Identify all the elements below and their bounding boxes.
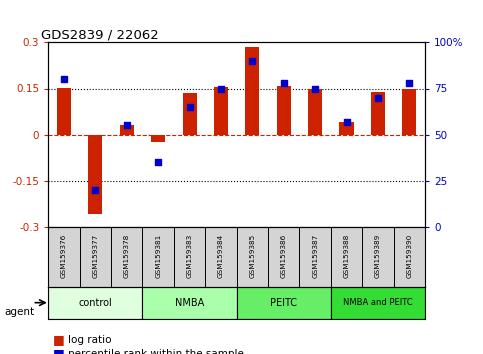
Text: GSM159383: GSM159383 (186, 233, 193, 278)
Text: GSM159390: GSM159390 (406, 233, 412, 278)
Text: GSM159387: GSM159387 (312, 233, 318, 278)
Bar (371, 92, 385, 135)
Bar (340, 122, 354, 135)
Point (312, 86, 319, 91)
Point (92, 187, 99, 193)
Text: GSM159389: GSM159389 (375, 233, 381, 278)
Bar (142, 287, 237, 319)
Text: control: control (79, 298, 112, 308)
Bar (245, 47, 259, 135)
Bar (80, 227, 111, 287)
Point (217, 86, 225, 91)
Text: GSM159381: GSM159381 (155, 233, 161, 278)
Point (60, 76, 68, 82)
Point (406, 80, 413, 86)
Bar (183, 93, 197, 135)
Point (249, 58, 256, 64)
Text: agent: agent (5, 307, 35, 316)
Bar (362, 227, 394, 287)
Text: GSM159384: GSM159384 (218, 233, 224, 278)
Bar (151, 135, 165, 142)
Text: GSM159388: GSM159388 (343, 233, 350, 278)
Point (186, 104, 194, 110)
Text: GSM159378: GSM159378 (124, 233, 130, 278)
Text: ■: ■ (53, 333, 65, 346)
Bar (402, 90, 416, 135)
Bar (299, 227, 331, 287)
Bar (88, 135, 102, 214)
Text: GSM159376: GSM159376 (61, 233, 67, 278)
Bar (237, 227, 268, 287)
Bar (277, 86, 291, 135)
Point (343, 119, 351, 125)
Bar (120, 125, 134, 135)
Bar (111, 227, 142, 287)
Bar (142, 227, 174, 287)
Text: PEITC: PEITC (270, 298, 297, 308)
Text: log ratio: log ratio (68, 335, 111, 345)
Text: GSM159377: GSM159377 (92, 233, 99, 278)
Bar (308, 88, 322, 135)
Text: GSM159386: GSM159386 (281, 233, 287, 278)
Point (280, 80, 288, 86)
Bar (205, 227, 237, 287)
Bar (394, 227, 425, 287)
Bar (237, 287, 331, 319)
Bar (331, 287, 425, 319)
Text: ■: ■ (53, 348, 65, 354)
Bar (174, 227, 205, 287)
Bar (48, 287, 142, 319)
Text: NMBA: NMBA (175, 298, 204, 308)
Text: percentile rank within the sample: percentile rank within the sample (68, 349, 243, 354)
Bar (268, 227, 299, 287)
Bar (57, 88, 71, 135)
Bar (214, 87, 228, 135)
Point (155, 159, 162, 165)
Text: NMBA and PEITC: NMBA and PEITC (343, 298, 413, 307)
Point (123, 122, 131, 128)
Bar (331, 227, 362, 287)
Text: GDS2839 / 22062: GDS2839 / 22062 (41, 28, 158, 41)
Point (374, 95, 382, 101)
Bar (48, 227, 80, 287)
Text: GSM159385: GSM159385 (249, 233, 256, 278)
